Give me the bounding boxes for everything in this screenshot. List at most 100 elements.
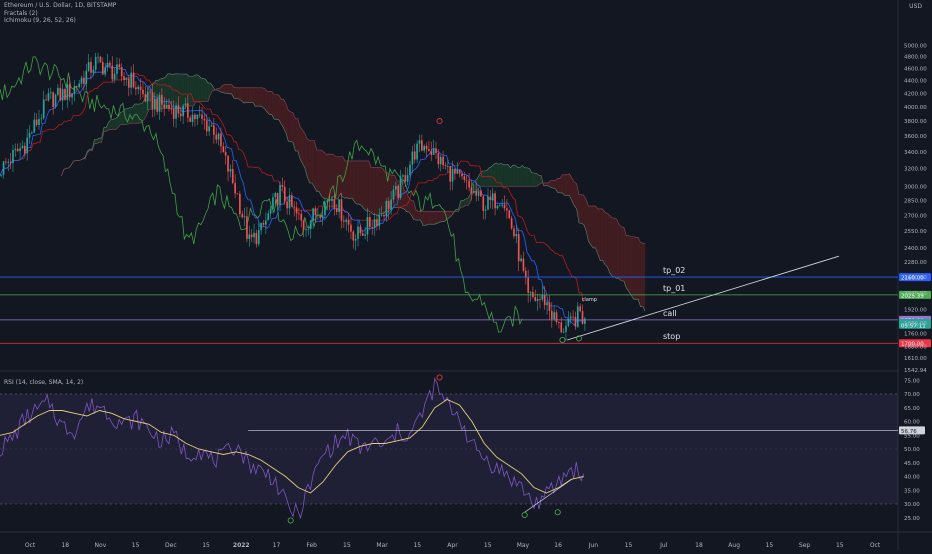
candle-body [201,115,203,119]
candle-body [374,219,376,228]
candle-body [435,148,437,153]
ichimoku-cloud-segment [182,74,184,109]
candle-body [180,114,182,117]
candle-body [456,170,458,174]
candle-body [208,126,210,131]
candle-body [78,84,80,87]
candle-body [331,199,333,201]
fractal-bottom-marker [560,337,565,342]
ichimoku-cloud-segment [312,141,314,187]
time-axis-tick: Oct [25,542,36,549]
candle-body [137,87,139,90]
price-axis-tick: 1610.00 [904,356,927,362]
candle-body [348,220,350,225]
candle-body [449,166,451,182]
ichimoku-cloud-segment [579,195,581,224]
ichimoku-cloud-segment [194,75,196,106]
candle-body [145,94,147,101]
candle-body [388,201,390,209]
candle-body [33,120,35,133]
indicator-fractals-label[interactable]: Fractals (2) [4,10,38,17]
ichimoku-cloud-segment [113,118,115,129]
ichimoku-cloud-segment [137,104,139,123]
ichimoku-cloud-segment [518,167,520,186]
ichimoku-cloud-segment [331,154,333,199]
ichimoku-cloud-segment [510,165,512,186]
candle-body [395,186,397,190]
candle-body [149,92,151,93]
ichimoku-cloud-segment [626,236,628,292]
candle-body [38,119,40,125]
candle-body [128,78,130,87]
ichimoku-cloud-segment [203,78,205,101]
candle-body [546,303,548,306]
ichimoku-cloud-segment [522,165,524,186]
candle-body [168,105,170,109]
candle-body [393,190,395,200]
candle-body [544,295,546,305]
ichimoku-cloud-segment [494,163,496,186]
candle-body [537,299,539,301]
candle-body [147,92,149,102]
ichimoku-cloud-segment [617,219,619,279]
rsi-fractal-bottom-marker [288,518,293,523]
rsi-band-fill [0,394,898,504]
candle-body [265,220,267,224]
ichimoku-cloud-segment [276,95,278,120]
ichimoku-cloud-segment [461,201,463,207]
candle-body [494,193,496,208]
candle-body [407,175,409,182]
candle-body [487,196,489,209]
candle-body [182,106,184,117]
candle-body [416,144,418,160]
candle-body [381,215,383,216]
ichimoku-cloud-segment [423,211,425,225]
rsi-axis-tick: 70.00 [904,392,920,398]
candle-body [305,229,307,230]
ichimoku-cloud-segment [525,168,527,187]
candle-body [173,109,175,119]
time-axis-tick: Sep [799,542,811,549]
candle-body [282,185,284,187]
price-axis-tick: 2850.00 [904,199,927,205]
time-axis-tick: Aug [728,542,740,549]
ichimoku-cloud-segment [520,165,522,186]
candle-body [371,227,373,228]
time-axis-tick: 18 [695,542,703,549]
ichimoku-cloud-segment [527,168,529,187]
time-axis-tick: 15 [202,542,210,549]
ichimoku-cloud-segment [553,181,555,189]
ichimoku-cloud-segment [607,214,609,273]
candle-body [163,105,165,108]
ichimoku-cloud-segment [227,84,229,93]
candle-body [563,332,565,333]
ichimoku-cloud-segment [357,161,359,204]
ichimoku-cloud-segment [267,91,269,114]
candle-body [367,217,369,234]
indicator-ichimoku-label[interactable]: Ichimoku (9, 26, 52, 26) [4,17,76,24]
ichimoku-cloud-segment [432,211,434,224]
ichimoku-cloud-segment [310,141,312,183]
price-axis-tick: 2040.00 [904,291,927,297]
ichimoku-cloud-segment [371,167,373,214]
price-axis-tick: 4800.00 [904,55,927,61]
ichimoku-cloud-segment [515,165,517,186]
time-axis-tick: 18 [61,542,69,549]
ichimoku-cloud-segment [295,119,297,151]
candle-body [230,169,232,172]
candle-body [312,208,314,220]
ichimoku-cloud-segment [260,88,262,107]
time-axis-tick: 15 [413,542,421,549]
candle-body [161,95,163,105]
indicator-rsi-label[interactable]: RSI (14, close, SMA, 14, 2) [4,379,83,386]
candle-body [171,109,173,110]
symbol-title[interactable]: Ethereum / U.S. Dollar, 1D, BITSTAMP [4,2,116,9]
candle-body [41,118,43,119]
ichimoku-cloud-segment [373,167,375,214]
time-axis-tick: Oct [870,542,881,549]
candle-body [194,115,196,119]
price-axis-tick: 3600.00 [904,134,927,140]
candle-body [244,216,246,217]
